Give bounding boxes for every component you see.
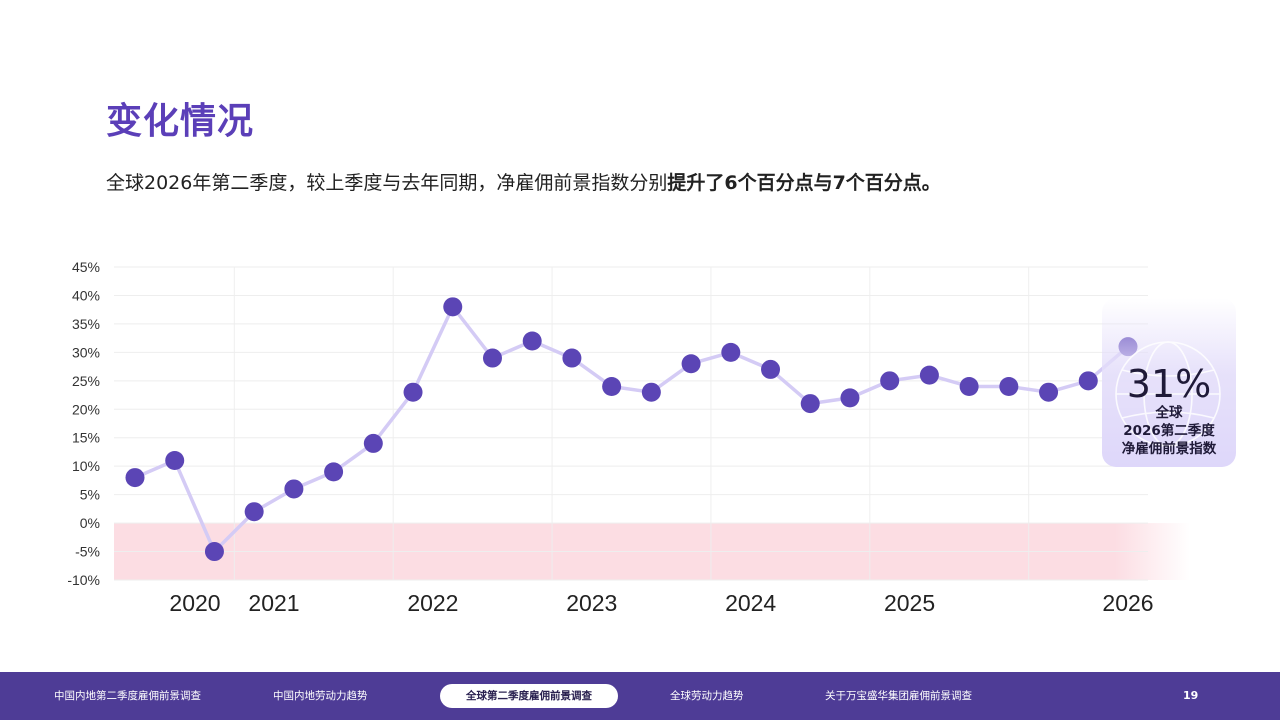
data-point xyxy=(204,542,224,562)
y-tick-label: -10% xyxy=(67,572,100,588)
callout-label-period: 2026第二季度 xyxy=(1123,423,1215,439)
x-year-label: 2021 xyxy=(248,590,299,616)
latest-value-callout: 31% 全球 2026第二季度 净雇佣前景指数 xyxy=(1102,298,1236,467)
y-tick-label: 25% xyxy=(72,373,100,389)
data-point xyxy=(1039,382,1059,402)
y-tick-label: 40% xyxy=(72,287,100,303)
callout-label-metric: 净雇佣前景指数 xyxy=(1121,441,1217,457)
nav-item-global-q2-survey[interactable]: 全球第二季度雇佣前景调查 xyxy=(440,684,618,708)
nav-item-china-q2-survey[interactable]: 中国内地第二季度雇佣前景调查 xyxy=(54,690,201,702)
globe-icon xyxy=(1115,341,1221,447)
page-number: 19 xyxy=(1183,689,1199,702)
y-tick-label: -5% xyxy=(75,544,100,560)
y-tick-label: 5% xyxy=(80,487,100,503)
x-year-label: 2025 xyxy=(884,590,935,616)
data-point xyxy=(562,348,582,368)
subtitle-plain: 全球2026年第二季度，较上季度与去年同期，净雇佣前景指数分别 xyxy=(106,172,668,194)
y-tick-label: 15% xyxy=(72,430,100,446)
data-point xyxy=(761,359,781,379)
y-tick-label: 20% xyxy=(72,401,100,417)
nav-item-about-survey[interactable]: 关于万宝盛华集团雇佣前景调查 xyxy=(825,690,972,702)
data-point xyxy=(840,388,860,408)
page-title: 变化情况 xyxy=(106,101,255,142)
x-year-label: 2020 xyxy=(169,590,220,616)
data-point xyxy=(363,433,383,453)
data-point xyxy=(800,394,820,414)
data-point xyxy=(482,348,502,368)
data-point xyxy=(324,462,344,482)
data-point xyxy=(125,468,145,488)
x-year-label: 2023 xyxy=(566,590,617,616)
x-year-label: 2024 xyxy=(725,590,776,616)
subtitle-highlight: 提升了6个百分点与7个百分点。 xyxy=(667,172,941,194)
callout-value: 31% xyxy=(1126,362,1212,406)
hiring-outlook-chart: 45% 40% 35% 30% 25% 20% 15% 10% 5% 0% -5% -10% 2020 2… xyxy=(67,259,1190,616)
data-point xyxy=(959,377,979,397)
data-point xyxy=(919,365,939,385)
nav-item-global-workforce-trends[interactable]: 全球劳动力趋势 xyxy=(670,690,744,702)
data-point xyxy=(443,297,463,317)
y-tick-label: 0% xyxy=(80,515,100,531)
data-point xyxy=(1078,371,1098,391)
callout-label-region: 全球 xyxy=(1155,405,1183,421)
data-point xyxy=(641,382,661,402)
data-point xyxy=(284,479,304,499)
y-tick-label: 10% xyxy=(72,458,100,474)
x-year-label: 2022 xyxy=(407,590,458,616)
y-tick-label: 30% xyxy=(72,344,100,360)
y-tick-label: 35% xyxy=(72,316,100,332)
data-point xyxy=(602,377,622,397)
data-point xyxy=(403,382,423,402)
data-point xyxy=(681,354,701,374)
data-point xyxy=(880,371,900,391)
data-point xyxy=(165,450,185,470)
page-subtitle: 全球2026年第二季度，较上季度与去年同期，净雇佣前景指数分别提升了6个百分点与… xyxy=(106,168,941,195)
data-point xyxy=(244,502,264,522)
series-line xyxy=(134,305,1130,554)
y-tick-label: 45% xyxy=(72,259,100,275)
data-point xyxy=(999,377,1019,397)
data-point xyxy=(721,342,741,362)
nav-item-china-workforce-trends[interactable]: 中国内地劳动力趋势 xyxy=(273,690,368,702)
footer-nav-bar: 中国内地第二季度雇佣前景调查 中国内地劳动力趋势 全球第二季度雇佣前景调查 全球… xyxy=(0,672,1280,720)
data-point xyxy=(522,331,542,351)
x-year-label: 2026 xyxy=(1102,590,1153,616)
